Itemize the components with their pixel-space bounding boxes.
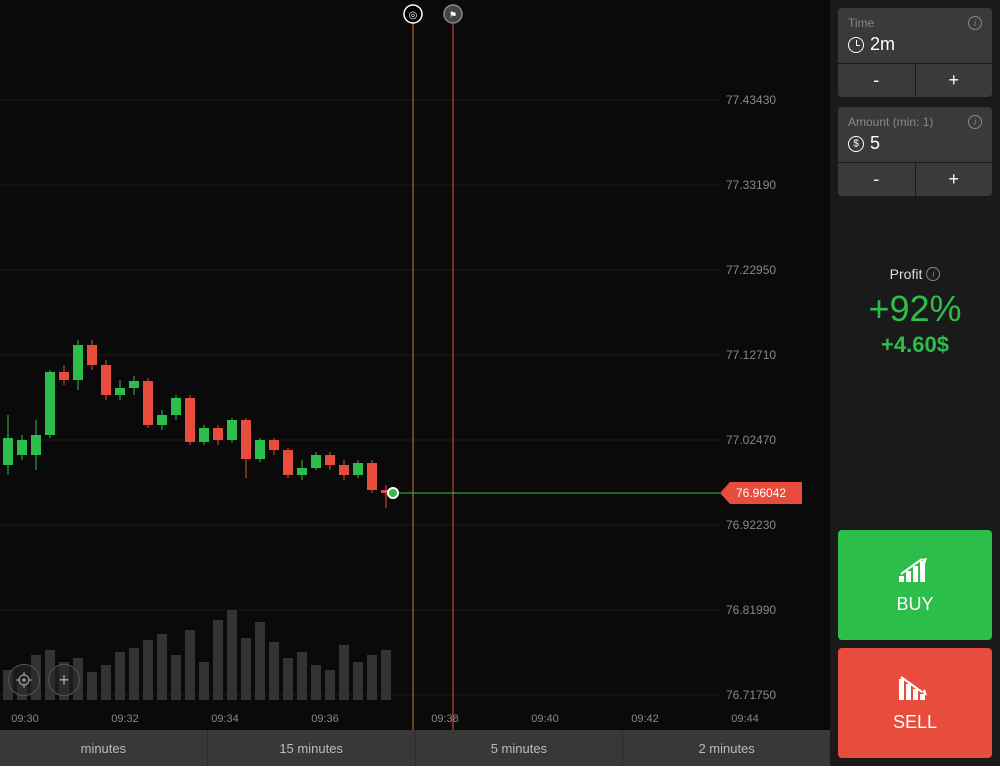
sell-label: SELL xyxy=(893,712,937,733)
amount-value: 5 xyxy=(870,133,880,154)
time-control: Time i 2m - + xyxy=(838,8,992,97)
svg-text:77.02470: 77.02470 xyxy=(726,433,776,447)
sell-chart-icon xyxy=(897,674,933,702)
time-value: 2m xyxy=(870,34,895,55)
amount-control: Amount (min: 1) i 5 - + xyxy=(838,107,992,196)
svg-text:09:36: 09:36 xyxy=(311,713,339,725)
profit-section: Profit i +92% +4.60$ xyxy=(838,266,992,358)
svg-text:09:44: 09:44 xyxy=(731,713,759,725)
svg-text:77.43430: 77.43430 xyxy=(726,93,776,107)
svg-text:76.81990: 76.81990 xyxy=(726,603,776,617)
amount-minus-button[interactable]: - xyxy=(838,163,916,196)
profit-percent: +92% xyxy=(838,288,992,330)
svg-text:09:38: 09:38 xyxy=(431,713,459,725)
svg-text:⚑: ⚑ xyxy=(449,10,457,20)
info-icon[interactable]: i xyxy=(968,16,982,30)
info-icon[interactable]: i xyxy=(968,115,982,129)
timeframe-item[interactable]: 15 minutes xyxy=(208,730,416,766)
svg-text:76.92230: 76.92230 xyxy=(726,518,776,532)
info-icon[interactable]: i xyxy=(926,267,940,281)
add-tool[interactable]: + xyxy=(48,664,80,696)
profit-label: Profit xyxy=(890,266,923,282)
profit-amount: +4.60$ xyxy=(838,332,992,358)
timeframe-bar: minutes 15 minutes 5 minutes 2 minutes xyxy=(0,730,830,766)
svg-text:09:34: 09:34 xyxy=(211,713,239,725)
svg-text:09:32: 09:32 xyxy=(111,713,139,725)
svg-text:77.33190: 77.33190 xyxy=(726,178,776,192)
clock-icon xyxy=(848,37,864,53)
right-panel: Time i 2m - + Amount (min: 1) i 5 - xyxy=(830,0,1000,766)
dollar-icon xyxy=(848,136,864,152)
time-label: Time xyxy=(848,16,874,30)
svg-text:76.96042: 76.96042 xyxy=(736,486,786,500)
time-minus-button[interactable]: - xyxy=(838,64,916,97)
buy-button[interactable]: BUY xyxy=(838,530,992,640)
timeframe-item[interactable]: 2 minutes xyxy=(623,730,830,766)
sell-button[interactable]: SELL xyxy=(838,648,992,758)
buy-chart-icon xyxy=(897,556,933,584)
svg-text:09:42: 09:42 xyxy=(631,713,659,725)
timeframe-item[interactable]: 5 minutes xyxy=(416,730,624,766)
buy-label: BUY xyxy=(896,594,933,615)
crosshair-tool[interactable] xyxy=(8,664,40,696)
svg-text:77.12710: 77.12710 xyxy=(726,348,776,362)
timeframe-item[interactable]: minutes xyxy=(0,730,208,766)
amount-plus-button[interactable]: + xyxy=(916,163,993,196)
svg-text:09:40: 09:40 xyxy=(531,713,559,725)
svg-text:77.22950: 77.22950 xyxy=(726,263,776,277)
amount-label: Amount (min: 1) xyxy=(848,115,933,129)
chart-area[interactable]: 77.43430 77.33190 77.22950 77.12710 77.02470… xyxy=(0,0,830,766)
candlestick-chart: 77.43430 77.33190 77.22950 77.12710 77.02470… xyxy=(0,0,830,766)
svg-text:76.71750: 76.71750 xyxy=(726,688,776,702)
svg-text:◎: ◎ xyxy=(409,10,418,21)
time-plus-button[interactable]: + xyxy=(916,64,993,97)
svg-text:09:30: 09:30 xyxy=(11,713,39,725)
